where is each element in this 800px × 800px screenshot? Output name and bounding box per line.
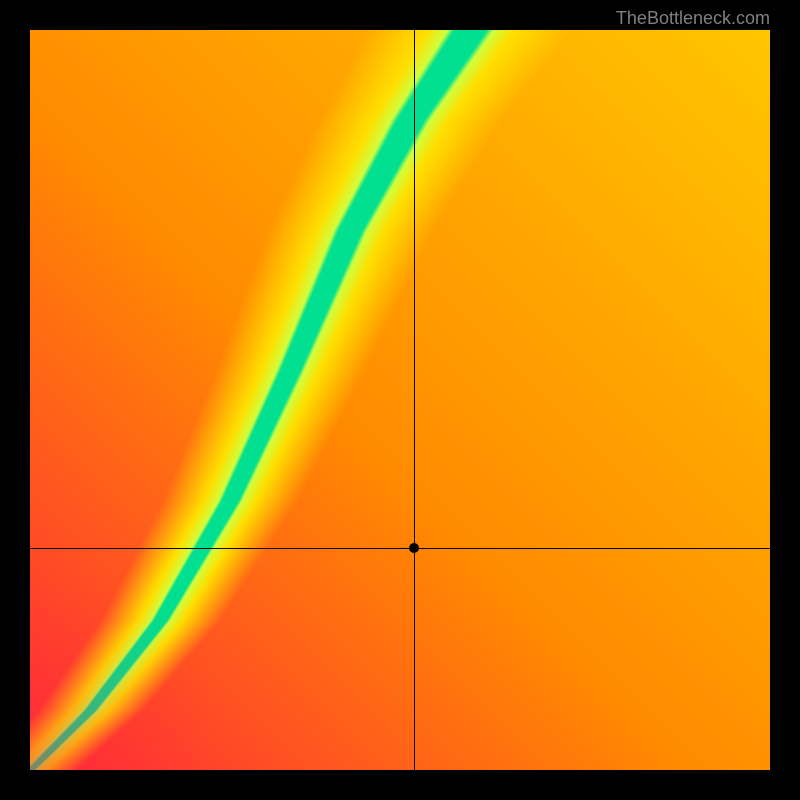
crosshair-vertical: [414, 30, 415, 770]
heatmap-canvas: [30, 30, 770, 770]
plot-area: [30, 30, 770, 770]
marker-dot: [409, 543, 419, 553]
crosshair-horizontal: [30, 548, 770, 549]
watermark-text: TheBottleneck.com: [616, 8, 770, 29]
